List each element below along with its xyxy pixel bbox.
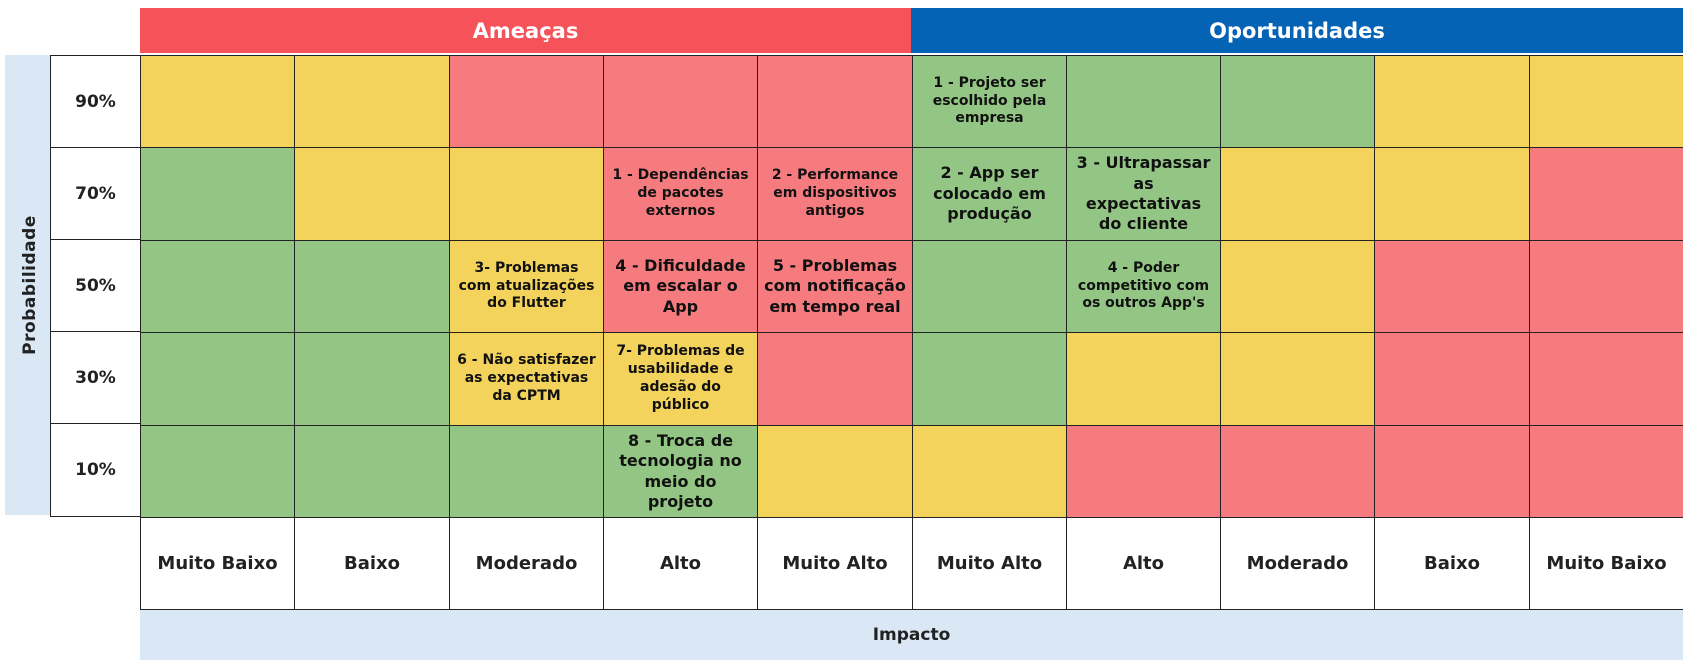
matrix-cell: [912, 332, 1067, 426]
risk-cell-o2: 2 - App ser colocado em produção: [912, 147, 1067, 241]
matrix-cell: [1066, 55, 1221, 148]
matrix-cell: [294, 147, 450, 241]
impact-column-label: Baixo: [294, 517, 450, 610]
impact-column-label: Moderado: [449, 517, 604, 610]
risk-cell-o4: 4 - Poder competitivo com os outros App'…: [1066, 240, 1221, 333]
probability-axis-label: Probabilidade: [20, 215, 40, 355]
matrix-cell: [757, 425, 913, 518]
matrix-cell: [1066, 425, 1221, 518]
risk-cell-o1: 1 - Projeto ser escolhido pela empresa: [912, 55, 1067, 148]
matrix-cell: [140, 425, 295, 518]
impact-column-label: Baixo: [1374, 517, 1530, 610]
impact-column-label: Muito Alto: [912, 517, 1067, 610]
matrix-cell: [1220, 332, 1375, 426]
risk-cell-t1: 1 - Dependências de pacotes externos: [603, 147, 758, 241]
matrix-cell: [757, 332, 913, 426]
impact-column-label: Alto: [1066, 517, 1221, 610]
matrix-cell: [1374, 425, 1530, 518]
matrix-cell: [1374, 147, 1530, 241]
impact-column-label: Muito Alto: [757, 517, 913, 610]
matrix-cell: [1220, 55, 1375, 148]
risk-cell-t5: 5 - Problemas com notificação em tempo r…: [757, 240, 913, 333]
matrix-cell: [140, 55, 295, 148]
matrix-cell: [1529, 240, 1683, 333]
impact-column-label: Alto: [603, 517, 758, 610]
impact-column-label: Muito Baixo: [1529, 517, 1683, 610]
risk-cell-t6: 6 - Não satisfazer as expectativas da CP…: [449, 332, 604, 426]
row-label-10: 10%: [50, 423, 141, 517]
risk-cell-t4: 4 - Dificuldade em escalar o App: [603, 240, 758, 333]
matrix-cell: [449, 425, 604, 518]
matrix-cell: [1374, 55, 1530, 148]
row-label-30: 30%: [50, 331, 141, 424]
row-label-70: 70%: [50, 147, 141, 240]
matrix-cell: [140, 240, 295, 333]
matrix-cell: [1529, 332, 1683, 426]
matrix-cell: [1529, 55, 1683, 148]
impact-column-label: Muito Baixo: [140, 517, 295, 610]
matrix-cell: [449, 147, 604, 241]
impact-column-label: Moderado: [1220, 517, 1375, 610]
matrix-cell: [603, 55, 758, 148]
matrix-cell: [294, 240, 450, 333]
matrix-cell: [1220, 240, 1375, 333]
matrix-cell: [294, 425, 450, 518]
matrix-cell: [294, 55, 450, 148]
matrix-cell: [912, 240, 1067, 333]
risk-cell-t2: 2 - Performance em dispositivos antigos: [757, 147, 913, 241]
risk-cell-t8: 8 - Troca de tecnologia no meio do proje…: [603, 425, 758, 518]
risk-cell-t3: 3- Problemas com atualizações do Flutter: [449, 240, 604, 333]
matrix-cell: [1066, 332, 1221, 426]
row-label-50: 50%: [50, 239, 141, 332]
matrix-cell: [1529, 425, 1683, 518]
opportunities-header: Oportunidades: [911, 8, 1683, 53]
matrix-cell: [757, 55, 913, 148]
risk-cell-t7: 7- Problemas de usabilidade e adesão do …: [603, 332, 758, 426]
matrix-cell: [1220, 147, 1375, 241]
threats-header: Ameaças: [140, 8, 911, 53]
matrix-cell: [294, 332, 450, 426]
matrix-cell: [912, 425, 1067, 518]
risk-cell-o3: 3 - Ultrapassar as expectativas do clien…: [1066, 147, 1221, 241]
matrix-cell: [1374, 240, 1530, 333]
row-label-90: 90%: [50, 55, 141, 148]
matrix-cell: [1220, 425, 1375, 518]
matrix-cell: [1529, 147, 1683, 241]
probability-axis-bg: [5, 55, 55, 515]
matrix-cell: [449, 55, 604, 148]
impact-axis-label: Impacto: [140, 610, 1683, 660]
matrix-cell: [140, 332, 295, 426]
matrix-cell: [140, 147, 295, 241]
matrix-cell: [1374, 332, 1530, 426]
